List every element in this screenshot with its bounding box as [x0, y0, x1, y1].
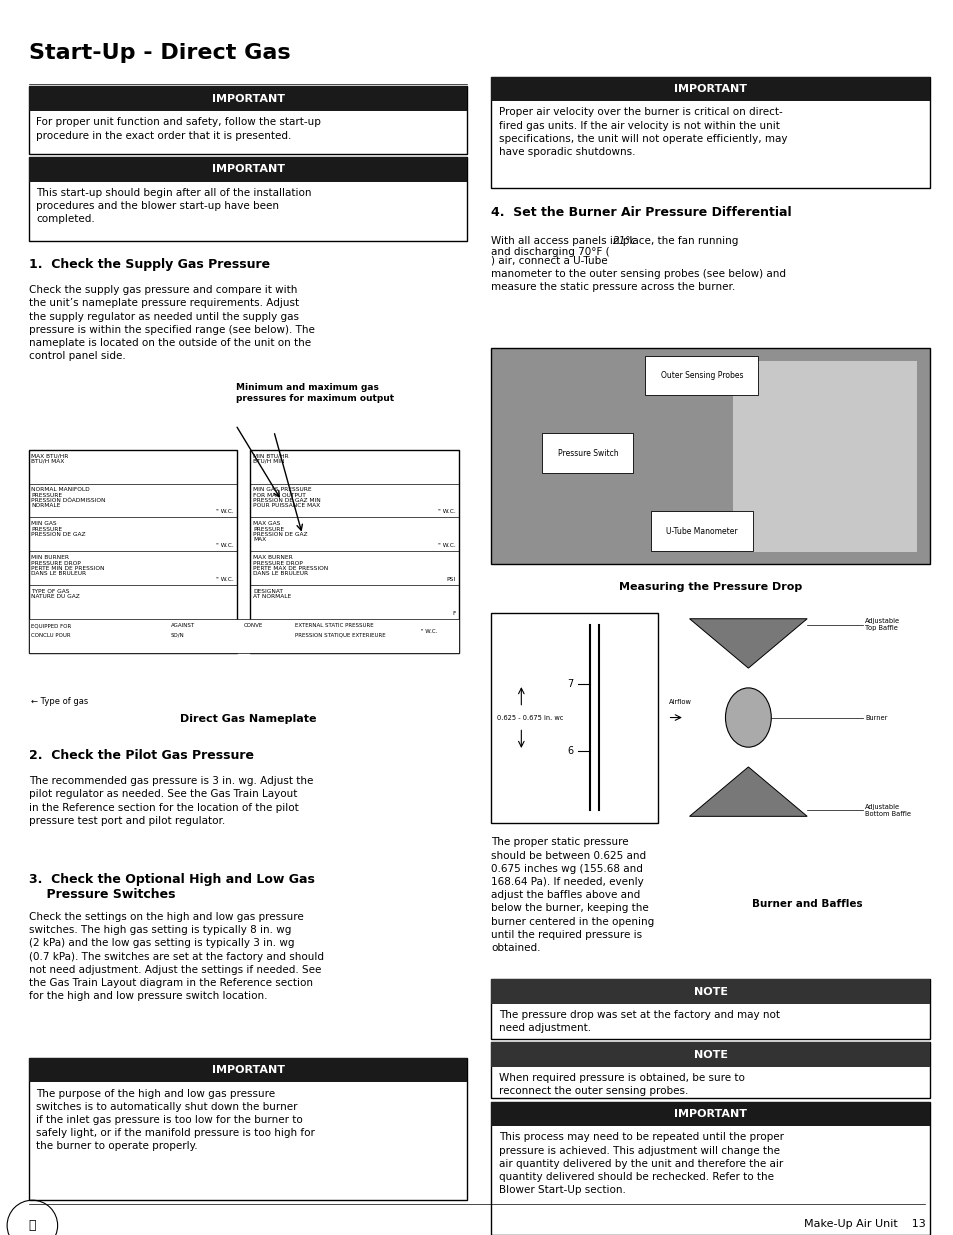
Text: NOTE: NOTE — [693, 1050, 727, 1060]
Text: IMPORTANT: IMPORTANT — [674, 84, 746, 94]
FancyBboxPatch shape — [29, 157, 467, 241]
Text: Check the settings on the high and low gas pressure
switches. The high gas setti: Check the settings on the high and low g… — [29, 913, 323, 1002]
Text: 4.  Set the Burner Air Pressure Differential: 4. Set the Burner Air Pressure Different… — [491, 206, 791, 220]
FancyBboxPatch shape — [29, 86, 467, 111]
Text: 3.  Check the Optional High and Low Gas
    Pressure Switches: 3. Check the Optional High and Low Gas P… — [29, 873, 314, 900]
Text: " W.C.: " W.C. — [420, 630, 436, 635]
Polygon shape — [689, 619, 806, 668]
FancyBboxPatch shape — [250, 450, 458, 653]
Text: Burner and Baffles: Burner and Baffles — [751, 899, 862, 909]
Text: When required pressure is obtained, be sure to
reconnect the outer sensing probe: When required pressure is obtained, be s… — [498, 1073, 744, 1097]
Text: AGAINST: AGAINST — [171, 624, 194, 629]
Text: The pressure drop was set at the factory and may not
need adjustment.: The pressure drop was set at the factory… — [498, 1010, 780, 1034]
Text: Check the supply gas pressure and compare it with
the unit’s nameplate pressure : Check the supply gas pressure and compar… — [29, 285, 314, 362]
Text: " W.C.: " W.C. — [216, 577, 233, 582]
Text: For proper unit function and safety, follow the start-up
procedure in the exact : For proper unit function and safety, fol… — [36, 117, 321, 141]
Text: EQUIPPED FOR: EQUIPPED FOR — [31, 624, 71, 629]
Text: MIN BTU/HR
BTU/H MIN: MIN BTU/HR BTU/H MIN — [253, 453, 289, 463]
Text: Proper air velocity over the burner is critical on direct-
fired gas units. If t: Proper air velocity over the burner is c… — [498, 107, 786, 157]
Text: PSI: PSI — [446, 577, 456, 582]
Text: Adjustable
Top Baffle: Adjustable Top Baffle — [864, 619, 900, 631]
Text: This process may need to be repeated until the proper
pressure is achieved. This: This process may need to be repeated unt… — [498, 1132, 783, 1195]
FancyBboxPatch shape — [29, 1058, 467, 1200]
Text: The purpose of the high and low gas pressure
switches is to automatically shut d: The purpose of the high and low gas pres… — [36, 1089, 314, 1151]
Text: IMPORTANT: IMPORTANT — [212, 94, 284, 104]
Text: Outer Sensing Probes: Outer Sensing Probes — [660, 370, 742, 380]
Text: 21°c: 21°c — [613, 236, 637, 246]
Text: ⓕ: ⓕ — [29, 1219, 36, 1233]
Text: Airflow: Airflow — [668, 699, 691, 705]
Text: DESIGNAT
AT NORMALE: DESIGNAT AT NORMALE — [253, 589, 291, 599]
Text: " W.C.: " W.C. — [216, 509, 233, 514]
FancyBboxPatch shape — [732, 361, 916, 552]
Text: Burner: Burner — [864, 715, 886, 720]
Text: 0.625 - 0.675 in. wc: 0.625 - 0.675 in. wc — [497, 715, 563, 720]
Text: The proper static pressure
should be between 0.625 and
0.675 inches wg (155.68 a: The proper static pressure should be bet… — [491, 837, 654, 953]
Text: MIN GAS PRESSURE
FOR MAX OUTPUT
PRESSION DE GAZ MIN
POUR PUISSANCE MAX: MIN GAS PRESSURE FOR MAX OUTPUT PRESSION… — [253, 488, 320, 509]
Text: Pressure Switch: Pressure Switch — [557, 448, 618, 458]
Text: U-Tube Manometer: U-Tube Manometer — [665, 526, 737, 536]
Text: 6: 6 — [567, 746, 573, 756]
Text: F: F — [452, 610, 456, 616]
Text: EXTERNAL STATIC PRESSURE: EXTERNAL STATIC PRESSURE — [294, 624, 374, 629]
Text: Adjustable
Bottom Baffle: Adjustable Bottom Baffle — [864, 804, 910, 816]
Text: Minimum and maximum gas
pressures for maximum output: Minimum and maximum gas pressures for ma… — [235, 383, 394, 403]
Text: IMPORTANT: IMPORTANT — [674, 1109, 746, 1119]
Text: TYPE OF GAS
NATURE DU GAZ: TYPE OF GAS NATURE DU GAZ — [31, 589, 80, 599]
Text: ← Type of gas: ← Type of gas — [31, 698, 89, 706]
FancyBboxPatch shape — [491, 613, 658, 823]
Text: NOTE: NOTE — [693, 987, 727, 997]
Text: This start-up should begin after all of the installation
procedures and the blow: This start-up should begin after all of … — [36, 188, 312, 224]
Text: PRESSION STATIQUE EXTERIEURE: PRESSION STATIQUE EXTERIEURE — [294, 634, 385, 638]
Text: 2.  Check the Pilot Gas Pressure: 2. Check the Pilot Gas Pressure — [29, 750, 253, 762]
Text: IMPORTANT: IMPORTANT — [212, 1065, 284, 1076]
Text: With all access panels in place, the fan running
and discharging 70°F (: With all access panels in place, the fan… — [491, 236, 738, 257]
FancyBboxPatch shape — [29, 86, 467, 154]
Text: SO/N: SO/N — [171, 634, 184, 638]
Text: MIN BURNER
PRESSURE DROP
PERTE MIN DE PRESSION
DANS LE BRULEUR: MIN BURNER PRESSURE DROP PERTE MIN DE PR… — [31, 556, 105, 577]
FancyBboxPatch shape — [491, 1102, 929, 1235]
FancyBboxPatch shape — [491, 979, 929, 1004]
Text: Direct Gas Nameplate: Direct Gas Nameplate — [179, 715, 316, 725]
Text: MAX GAS
PRESSURE
PRESSION DE GAZ
MAX: MAX GAS PRESSURE PRESSION DE GAZ MAX — [253, 521, 307, 542]
FancyBboxPatch shape — [491, 1042, 929, 1067]
Text: MAX BTU/HR
BTU/H MAX: MAX BTU/HR BTU/H MAX — [31, 453, 69, 463]
Text: " W.C.: " W.C. — [437, 542, 456, 548]
Text: " W.C.: " W.C. — [216, 542, 233, 548]
Text: Make-Up Air Unit    13: Make-Up Air Unit 13 — [802, 1219, 924, 1229]
FancyBboxPatch shape — [491, 77, 929, 101]
Text: 7: 7 — [567, 679, 573, 689]
Text: IMPORTANT: IMPORTANT — [212, 164, 284, 174]
FancyBboxPatch shape — [29, 157, 467, 182]
Text: CONCLU POUR: CONCLU POUR — [31, 634, 71, 638]
FancyBboxPatch shape — [29, 1058, 467, 1083]
FancyBboxPatch shape — [491, 77, 929, 188]
FancyBboxPatch shape — [491, 348, 929, 564]
Text: MAX BURNER
PRESSURE DROP
PERTE MAX DE PRESSION
DANS LE BRULEUR: MAX BURNER PRESSURE DROP PERTE MAX DE PR… — [253, 556, 328, 577]
Circle shape — [724, 688, 770, 747]
Text: The recommended gas pressure is 3 in. wg. Adjust the
pilot regulator as needed. : The recommended gas pressure is 3 in. wg… — [29, 777, 313, 826]
Polygon shape — [689, 767, 806, 816]
Text: Measuring the Pressure Drop: Measuring the Pressure Drop — [618, 582, 801, 592]
FancyBboxPatch shape — [491, 1042, 929, 1098]
Text: MIN GAS
PRESSURE
PRESSION DE GAZ: MIN GAS PRESSURE PRESSION DE GAZ — [31, 521, 86, 537]
FancyBboxPatch shape — [491, 979, 929, 1039]
FancyBboxPatch shape — [29, 620, 458, 653]
FancyBboxPatch shape — [29, 450, 236, 653]
Text: ) air, connect a U-Tube
manometer to the outer sensing probes (see below) and
me: ) air, connect a U-Tube manometer to the… — [491, 256, 785, 291]
Text: " W.C.: " W.C. — [437, 509, 456, 514]
Text: CONVE: CONVE — [243, 624, 263, 629]
Text: 1.  Check the Supply Gas Pressure: 1. Check the Supply Gas Pressure — [29, 258, 270, 272]
Text: NORMAL MANIFOLD
PRESSURE
PRESSION DÔADMISSION
NORMALE: NORMAL MANIFOLD PRESSURE PRESSION DÔADMI… — [31, 488, 106, 509]
FancyBboxPatch shape — [491, 1102, 929, 1126]
Text: Start-Up - Direct Gas: Start-Up - Direct Gas — [29, 43, 290, 63]
